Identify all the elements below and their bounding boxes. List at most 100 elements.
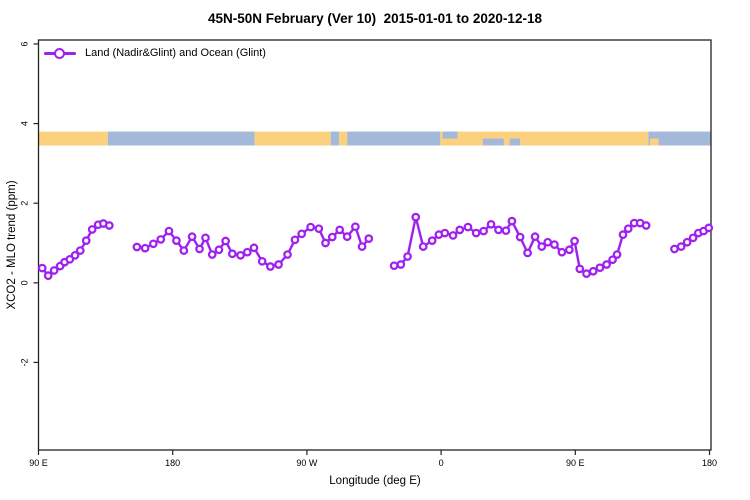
data-point (582, 269, 591, 279)
data-point (70, 250, 80, 260)
data-point (543, 237, 553, 247)
x-tick-label: 90 E (566, 458, 585, 468)
y-tick-label: 6 (20, 41, 30, 46)
data-point (641, 221, 651, 230)
data-point (564, 245, 574, 255)
data-point (207, 250, 217, 259)
data-point (575, 264, 585, 274)
data-point (588, 266, 598, 276)
legend-label: Land (Nadir&Glint) and Ocean (Glint) (85, 47, 266, 59)
data-point (623, 224, 633, 234)
surface-band-ocean (330, 131, 339, 146)
data-point (242, 247, 252, 257)
data-point (140, 243, 150, 253)
data-point (523, 248, 532, 258)
data-point (557, 247, 567, 257)
data-point (682, 237, 692, 247)
data-point (297, 229, 307, 239)
data-point (608, 255, 617, 265)
surface-band-patch-land (649, 138, 659, 146)
data-point (87, 225, 97, 234)
data-point (132, 242, 142, 252)
data-point (335, 225, 345, 235)
surface-band-patch-ocean (482, 138, 504, 146)
data-point (537, 242, 547, 251)
data-point (236, 250, 245, 260)
data-point (306, 222, 315, 232)
surface-band-land (38, 131, 108, 146)
data-point (494, 225, 503, 235)
legend-line-sample (44, 47, 76, 59)
y-tick-label: 4 (20, 121, 30, 126)
data-point (471, 228, 481, 238)
data-point (214, 245, 224, 255)
data-point (448, 231, 458, 240)
data-point (327, 232, 337, 242)
data-point (266, 262, 275, 271)
data-point (221, 236, 230, 246)
surface-band-land (254, 131, 331, 146)
surface-band-patch-ocean (509, 138, 521, 146)
x-axis-title: Longitude (deg E) (329, 475, 421, 487)
data-point (411, 212, 421, 222)
data-point (455, 225, 465, 235)
data-point (704, 223, 714, 233)
data-point (274, 260, 283, 269)
data-point (688, 233, 698, 243)
x-tick-label: 90 W (296, 458, 318, 468)
data-point (195, 244, 204, 254)
data-point (418, 242, 428, 251)
data-point (37, 263, 47, 273)
data-point (670, 244, 679, 254)
data-point (81, 236, 91, 245)
data-point (570, 236, 579, 246)
data-point (75, 246, 85, 255)
data-point (364, 234, 374, 243)
x-tick-label: 180 (702, 458, 717, 468)
data-point (290, 235, 300, 245)
data-point (612, 250, 622, 259)
y-tick-label: 2 (20, 201, 30, 206)
data-point (595, 263, 605, 273)
data-point (389, 261, 399, 271)
data-point (104, 221, 114, 230)
data-point (515, 232, 525, 242)
data-point (530, 232, 540, 241)
x-tick-label: 180 (165, 458, 180, 468)
data-point (602, 260, 611, 269)
surface-band-ocean (107, 131, 255, 146)
data-point (507, 216, 517, 226)
y-tick-label: 0 (20, 280, 30, 285)
surface-band-ocean (347, 131, 441, 146)
data-point (179, 246, 189, 255)
data-point (172, 236, 181, 245)
y-tick-label: -2 (20, 358, 30, 366)
data-point (396, 260, 406, 269)
data-point (283, 250, 292, 259)
data-point (463, 222, 473, 232)
data-point (403, 252, 412, 261)
data-point (440, 228, 450, 238)
surface-band-patch-ocean (442, 131, 458, 139)
surface-band-land (440, 131, 649, 146)
legend: Land (Nadir&Glint) and Ocean (Glint) (44, 46, 266, 60)
data-point (257, 256, 267, 266)
data-point (148, 239, 158, 249)
data-point (550, 240, 559, 249)
data-point (676, 242, 686, 251)
y-axis-title: XCO2 - MLO trend (ppm) (6, 180, 18, 310)
surface-band-land (338, 131, 348, 146)
surface-band-ocean (648, 131, 711, 146)
data-point (501, 226, 511, 236)
plot-frame (37, 39, 712, 451)
data-point (164, 226, 174, 236)
data-point (351, 222, 360, 232)
chart-title: 45N-50N February (Ver 10) 2015-01-01 to … (208, 11, 542, 26)
data-point (618, 230, 628, 240)
data-point (479, 226, 488, 236)
x-tick-label: 90 E (29, 458, 48, 468)
data-point (314, 224, 324, 234)
data-point (49, 266, 59, 275)
x-tick-label: 0 (439, 458, 444, 468)
